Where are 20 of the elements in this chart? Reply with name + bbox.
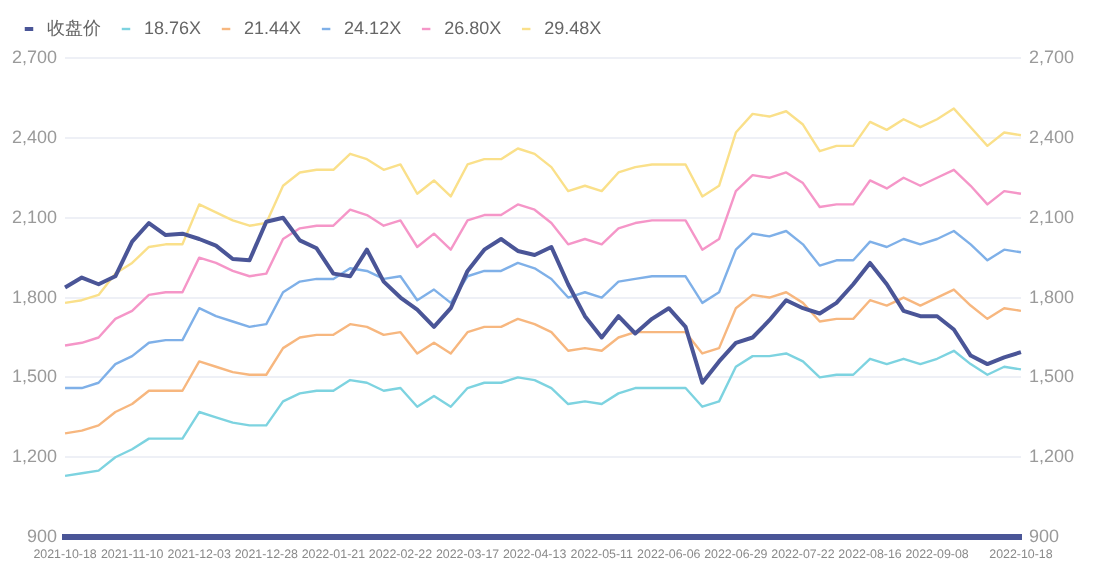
y2-tick-label: 2,400 [1028,126,1075,147]
legend-label: 21.44X [244,17,302,38]
legend-label: 26.80X [444,17,502,38]
legend-label: 24.12X [344,17,402,38]
y-tick-label: 2,100 [11,206,58,227]
y2-tick-label: 1,200 [1028,446,1075,467]
y2-tick-label: 1,500 [1028,366,1075,387]
y-tick-label: 900 [26,526,58,547]
y-tick-label: 1,800 [11,286,58,307]
y2-tick-label: 2,700 [1028,46,1075,67]
y2-tick-label: 2,100 [1028,206,1075,227]
y-tick-label: 2,700 [11,46,58,67]
y-tick-label: 2,400 [11,126,58,147]
y2-tick-label: 900 [1028,526,1060,547]
legend-label: 18.76X [144,17,202,38]
legend-label: 29.48X [544,17,602,38]
legend-label: 收盘价 [47,17,101,38]
y2-tick-label: 1,800 [1028,286,1075,307]
y-tick-label: 1,500 [11,366,58,387]
y-tick-label: 1,200 [11,446,58,467]
